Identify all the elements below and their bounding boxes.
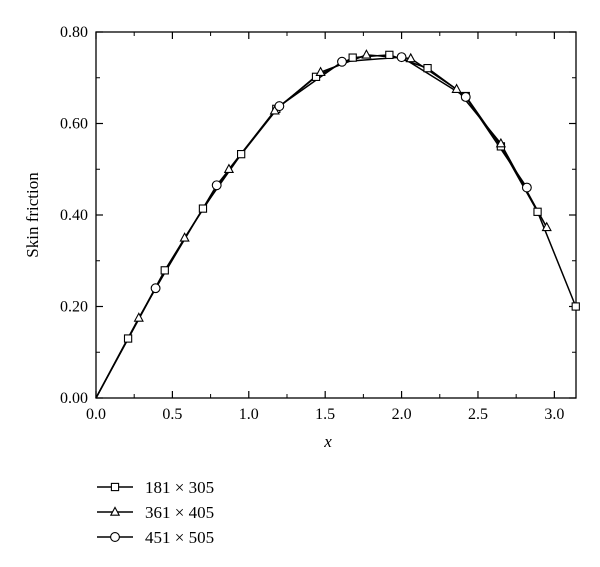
series-2-triangle-point	[179, 232, 190, 242]
series-line-2	[95, 54, 548, 399]
series-3-circle-point	[521, 182, 532, 193]
y-axis-label: Skin friction	[23, 172, 42, 258]
series-2-triangle-point	[315, 66, 326, 77]
series-2-triangle-point	[495, 137, 507, 148]
x-tick-label: 2.5	[468, 406, 488, 423]
legend-marker-3	[110, 532, 120, 542]
legend: 181 × 305 361 × 405 451 × 505	[97, 478, 214, 547]
x-axis-ticks: 0.0 0.5 1.0 1.5 2.0 2.5 3.0	[86, 32, 564, 423]
series-3-circle-point	[211, 180, 222, 191]
x-tick-label: 1.5	[315, 406, 335, 423]
x-axis-label: x	[323, 432, 332, 451]
series-markers	[123, 49, 580, 343]
series-1-square-point	[533, 207, 542, 216]
series-2-triangle-point	[541, 221, 552, 232]
series-1-square-point	[198, 204, 208, 213]
series-3-circle-point	[274, 101, 285, 112]
series-2-triangle-point	[223, 163, 235, 173]
series-3-circle-point	[460, 92, 471, 102]
legend-label-3: 451 × 505	[145, 528, 214, 547]
series-1-square-point	[571, 302, 580, 311]
x-tick-label: 1.0	[239, 406, 259, 423]
series-curves	[95, 54, 577, 399]
series-3-circle-point	[150, 283, 161, 294]
series-2-triangle-point	[361, 49, 372, 59]
series-3-circle-point	[396, 52, 407, 63]
legend-marker-1	[110, 482, 120, 492]
series-line-3	[95, 56, 528, 399]
legend-label-2: 361 × 405	[145, 503, 214, 522]
series-2-triangle-point	[133, 312, 144, 322]
series-1-square-point	[123, 334, 133, 343]
y-tick-label: 0.80	[60, 24, 88, 41]
series-1-square-point	[423, 63, 432, 73]
series-line-1	[95, 54, 577, 399]
x-tick-label: 0.0	[86, 406, 106, 423]
x-tick-label: 0.5	[162, 406, 182, 423]
series-2-triangle-point	[451, 83, 462, 93]
series-1-square-point	[348, 53, 357, 62]
series-1-square-point	[236, 150, 246, 159]
y-tick-label: 0.20	[60, 299, 88, 316]
y-tick-label: 0.60	[60, 116, 88, 133]
x-tick-label: 2.0	[392, 406, 412, 423]
y-axis-ticks: 0.00 0.20 0.40 0.60 0.80	[60, 24, 576, 407]
legend-label-1: 181 × 305	[145, 478, 214, 497]
series-1-square-point	[311, 72, 321, 81]
series-1-square-point	[160, 266, 169, 275]
legend-marker-2	[109, 506, 121, 516]
y-tick-label: 0.40	[60, 207, 88, 224]
series-2-triangle-point	[405, 52, 416, 63]
series-3-circle-point	[337, 56, 347, 67]
y-tick-label: 0.00	[60, 390, 88, 407]
x-tick-label: 3.0	[544, 406, 564, 423]
series-1-square-point	[385, 50, 394, 60]
plot-frame	[95, 31, 577, 399]
